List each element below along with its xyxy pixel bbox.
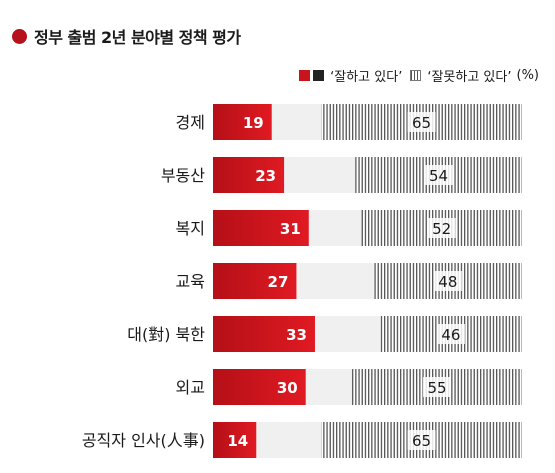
- chart-title: 정부 출범 2년 분야별 정책 평가: [34, 28, 241, 47]
- positive-value-label: 14: [227, 432, 248, 450]
- category-label: 대(對) 북한: [127, 325, 205, 344]
- positive-bar: [213, 157, 285, 193]
- positive-value-label: 30: [277, 379, 298, 397]
- legend-negative-label: ‘잘못하고 있다’: [427, 70, 512, 85]
- positive-bar: [213, 369, 306, 405]
- positive-value-label: 33: [286, 326, 307, 344]
- category-label: 복지: [176, 219, 205, 238]
- negative-value-backdrop: [423, 377, 452, 397]
- title-bullet-icon: [12, 28, 27, 44]
- legend-unit-label: (%): [516, 68, 540, 83]
- positive-value-label: 27: [268, 273, 289, 291]
- negative-value-label: 65: [412, 432, 431, 450]
- negative-value-label: 46: [441, 326, 460, 344]
- negative-value-backdrop: [427, 218, 456, 238]
- negative-value-label: 48: [438, 273, 457, 291]
- legend-positive-label: ‘잘하고 있다’: [330, 70, 403, 85]
- negative-value-backdrop: [436, 324, 465, 344]
- category-label: 공직자 인사(人事): [82, 431, 205, 450]
- category-label: 부동산: [161, 166, 205, 185]
- legend-hatch-swatch-icon: [410, 70, 422, 81]
- negative-value-backdrop: [407, 430, 436, 450]
- positive-bar: [213, 316, 315, 352]
- positive-value-label: 19: [243, 114, 264, 132]
- positive-value-label: 31: [280, 220, 301, 238]
- negative-value-label: 65: [412, 114, 431, 132]
- chart-legend: ‘잘하고 있다’ ‘잘못하고 있다’ (%): [299, 66, 539, 85]
- negative-value-label: 54: [429, 167, 448, 185]
- positive-bar: [213, 210, 309, 246]
- legend-red-swatch-icon: [299, 70, 311, 81]
- category-label: 경제: [176, 113, 205, 132]
- category-label: 외교: [176, 378, 205, 397]
- positive-bar: [213, 422, 257, 458]
- negative-value-backdrop: [407, 112, 436, 132]
- positive-bar: [213, 104, 272, 140]
- legend-black-swatch-icon: [313, 70, 325, 81]
- negative-value-backdrop: [424, 165, 453, 185]
- negative-value-label: 52: [432, 220, 451, 238]
- negative-value-backdrop: [433, 271, 462, 291]
- positive-bar: [213, 263, 297, 299]
- positive-value-label: 23: [255, 167, 276, 185]
- negative-value-label: 55: [427, 379, 446, 397]
- category-label: 교육: [176, 272, 205, 291]
- chart-title-group: 정부 출범 2년 분야별 정책 평가: [12, 24, 241, 48]
